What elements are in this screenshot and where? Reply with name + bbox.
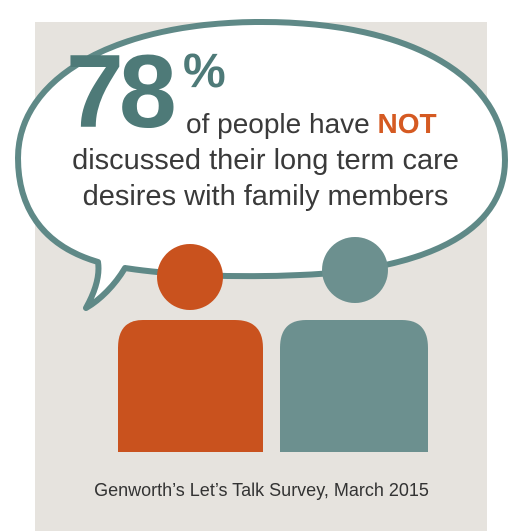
speech-bubble-icon	[15, 19, 508, 311]
headline-emphasis: NOT	[377, 108, 437, 139]
headline-line-3: desires with family members	[82, 180, 449, 212]
person-icon	[118, 244, 263, 452]
person-icon	[280, 237, 428, 452]
headline-line-2: discussed their long term care	[72, 144, 459, 176]
source-caption: Genworth’s Let’s Talk Survey, March 2015	[94, 480, 429, 500]
headline-percent: 78 %	[66, 40, 226, 144]
headline-line-1-text: of people have	[186, 108, 378, 139]
headline-line-1: of people have NOT	[186, 108, 437, 140]
percent-number: 78	[66, 34, 177, 150]
percent-sign: %	[183, 45, 226, 98]
